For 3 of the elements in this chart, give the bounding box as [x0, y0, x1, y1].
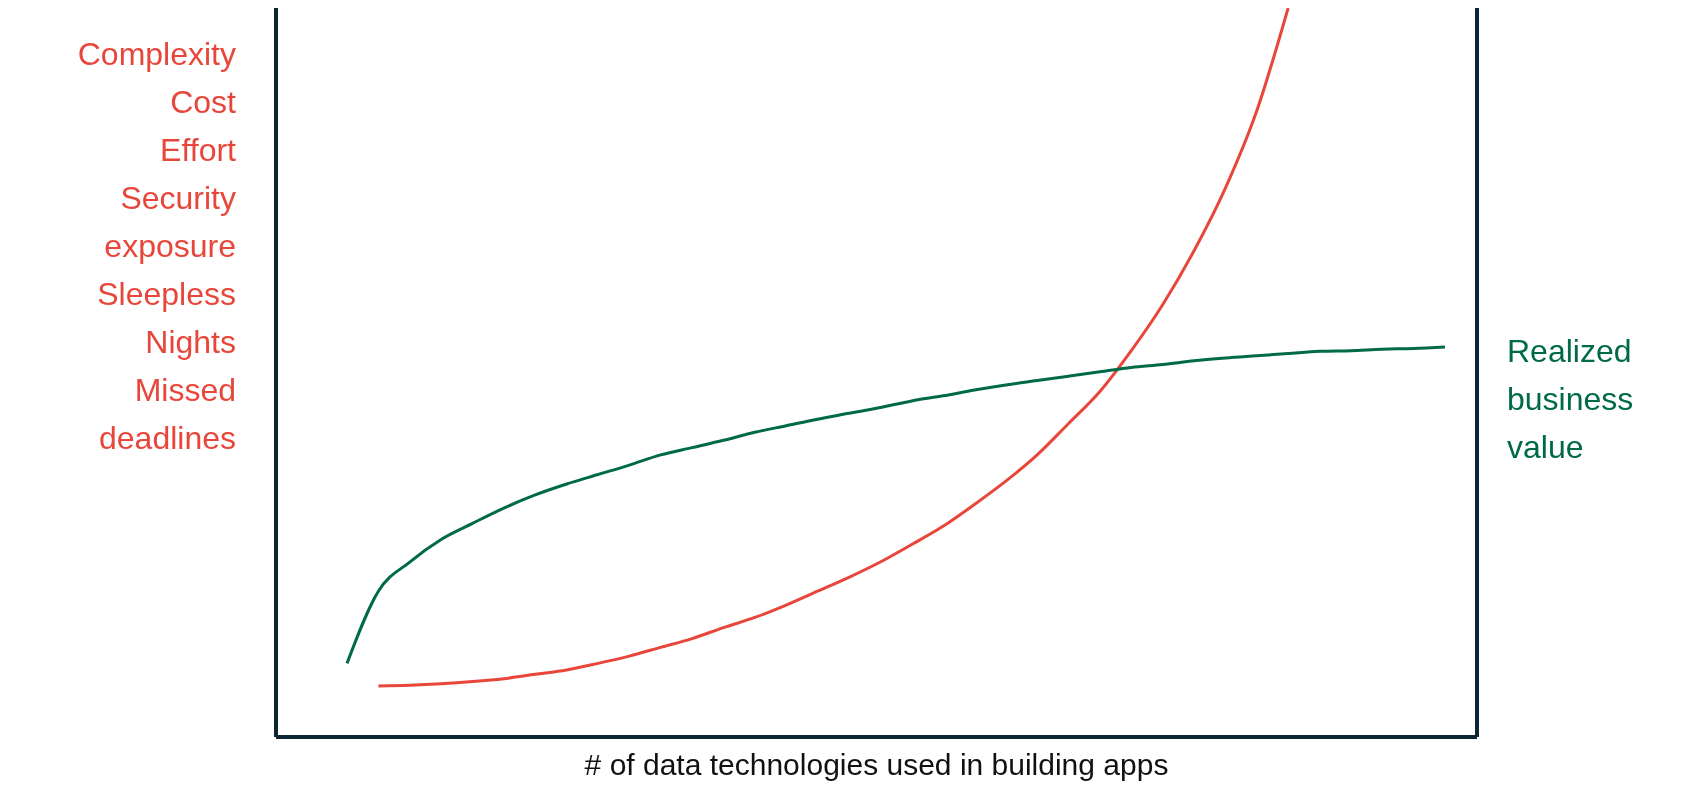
series-label: Realized business value — [1507, 332, 1635, 467]
x-axis-title: # of data technologies used in building apps — [583, 748, 1170, 782]
text: Complexity Cost Effort Security exposure Sleepless Nights Missed deadlines — [77, 36, 236, 456]
